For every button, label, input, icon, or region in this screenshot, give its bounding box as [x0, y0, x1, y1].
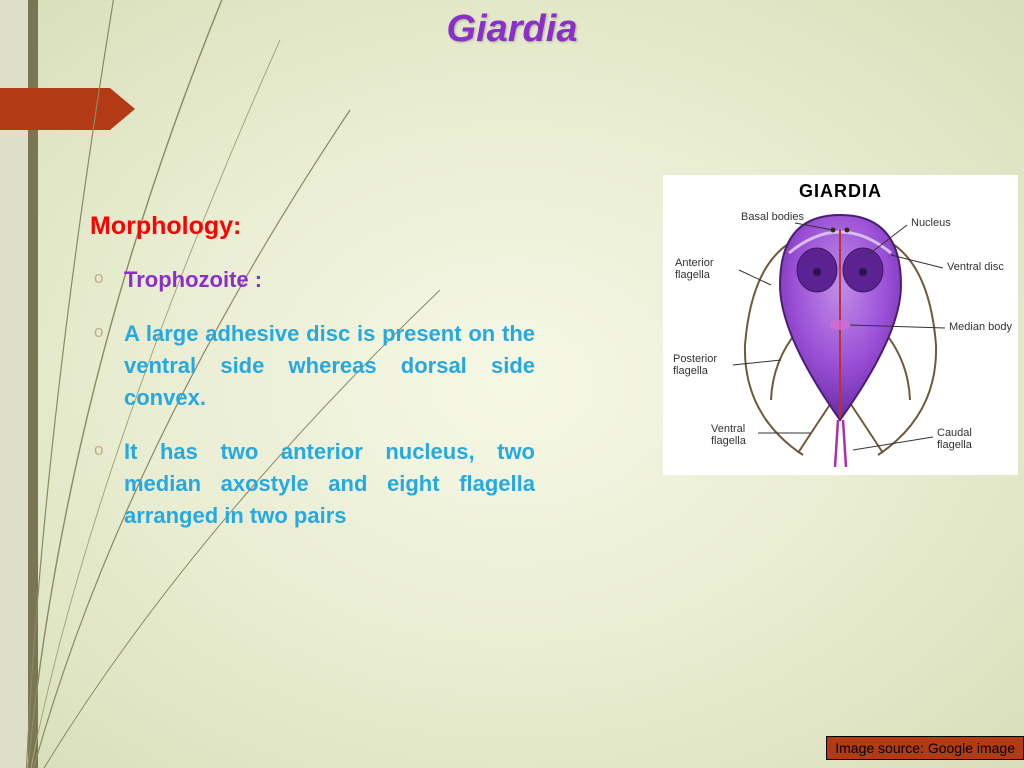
heading-morphology: Morphology:: [90, 208, 535, 244]
giardia-diagram: GIARDIA: [663, 175, 1018, 475]
label-caudal-flagella: Caudal flagella: [937, 427, 972, 451]
image-source-note: Image source: Google image: [826, 736, 1024, 760]
label-anterior-flagella: Anterior flagella: [675, 257, 714, 281]
bullet-body-2: It has two anterior nucleus, two median …: [124, 439, 535, 528]
bullet-list: Trophozoite : A large adhesive disc is p…: [90, 264, 535, 531]
label-posterior-flagella: Posterior flagella: [673, 353, 717, 377]
label-basal-bodies: Basal bodies: [741, 211, 804, 223]
label-ventral-flagella: Ventral flagella: [711, 423, 746, 447]
bullet-body-1: A large adhesive disc is present on the …: [124, 321, 535, 410]
content-block: Morphology: Trophozoite : A large adhesi…: [90, 208, 535, 553]
decorative-arrow: [0, 88, 135, 130]
label-nucleus: Nucleus: [911, 217, 951, 229]
slide-title: Giardia: [0, 8, 1024, 51]
label-ventral-disc: Ventral disc: [947, 261, 1004, 273]
bullet-trophozoite: Trophozoite :: [124, 267, 262, 292]
label-median-body: Median body: [949, 321, 1012, 333]
